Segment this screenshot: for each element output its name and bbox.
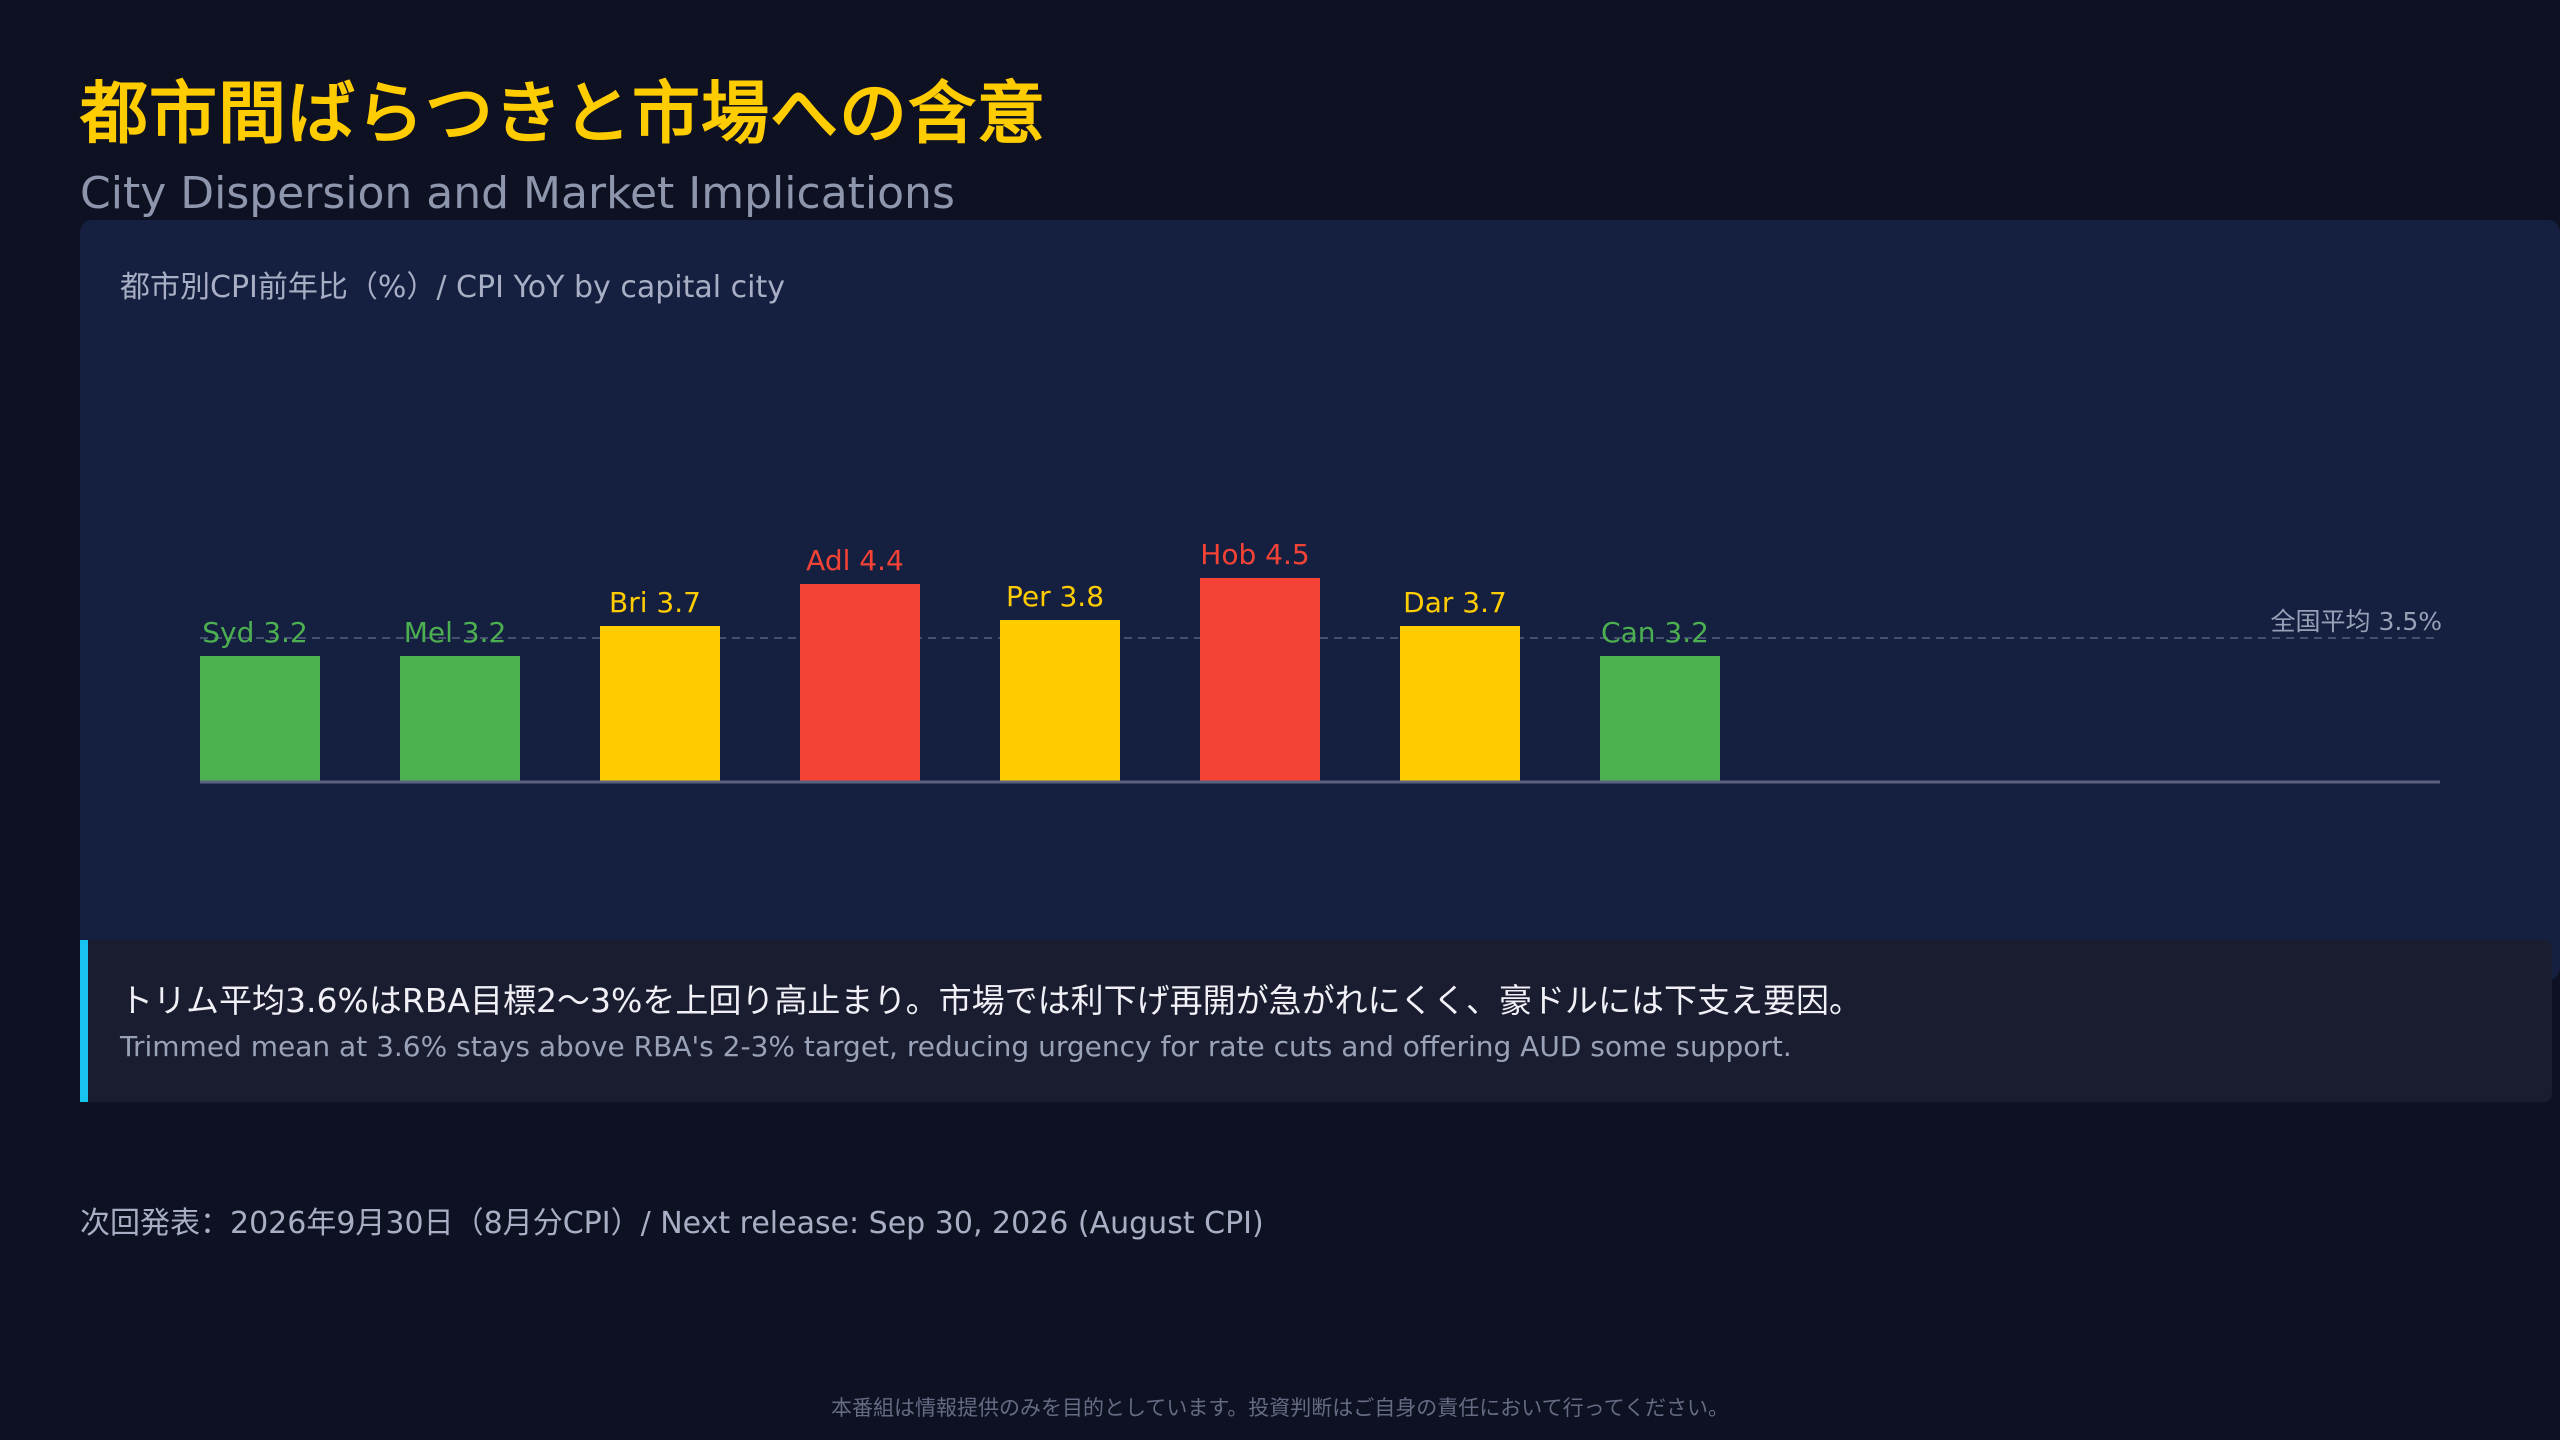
bar-bri: [600, 626, 720, 782]
bar-can: [1600, 656, 1720, 782]
bar-per: [1000, 620, 1120, 782]
page-title: 都市間ばらつきと市場への含意: [80, 75, 1047, 154]
callout-text-en: Trimmed mean at 3.6% stays above RBA's 2…: [120, 1030, 1792, 1063]
bar-label-adl: Adl 4.4: [806, 544, 904, 577]
bar-label-hob: Hob 4.5: [1200, 538, 1309, 571]
bar-label-dar: Dar 3.7: [1403, 586, 1507, 619]
bars-group: Syd 3.2 Mel 3.2 Bri 3.7 Adl 4.4 Per 3.8 Hob 4…: [200, 538, 1720, 782]
bar-label-bri: Bri 3.7: [609, 586, 701, 619]
bar-adl: [800, 584, 920, 782]
bar-label-mel: Mel 3.2: [404, 616, 507, 649]
market-implication-callout: トリム平均3.6%はRBA目標2〜3%を上回り高止まり。市場では利下げ再開が急が…: [80, 940, 2552, 1102]
next-release-note: 次回発表：2026年9月30日（8月分CPI）/ Next release: S…: [80, 1206, 1264, 1241]
chart-panel: 都市別CPI前年比（%）/ CPI YoY by capital city 全国…: [80, 220, 2560, 980]
national-average-label: 全国平均 3.5%: [2271, 607, 2442, 636]
bar-mel: [400, 656, 520, 782]
chart-title: 都市別CPI前年比（%）/ CPI YoY by capital city: [120, 270, 785, 305]
bar-label-per: Per 3.8: [1006, 580, 1104, 613]
bar-label-syd: Syd 3.2: [202, 616, 308, 649]
bar-syd: [200, 656, 320, 782]
bar-hob: [1200, 578, 1320, 782]
callout-text-jp: トリム平均3.6%はRBA目標2〜3%を上回り高止まり。市場では利下げ再開が急が…: [120, 981, 1863, 1020]
disclaimer: 本番組は情報提供のみを目的としています。投資判断はご自身の責任において行ってくだ…: [831, 1396, 1729, 1420]
cpi-bar-chart: 全国平均 3.5% Syd 3.2 Mel 3.2 Bri 3.7 Adl 4.4 Pe…: [200, 538, 2442, 784]
page-subtitle: City Dispersion and Market Implications: [80, 168, 955, 219]
bar-label-can: Can 3.2: [1601, 616, 1709, 649]
bar-dar: [1400, 626, 1520, 782]
